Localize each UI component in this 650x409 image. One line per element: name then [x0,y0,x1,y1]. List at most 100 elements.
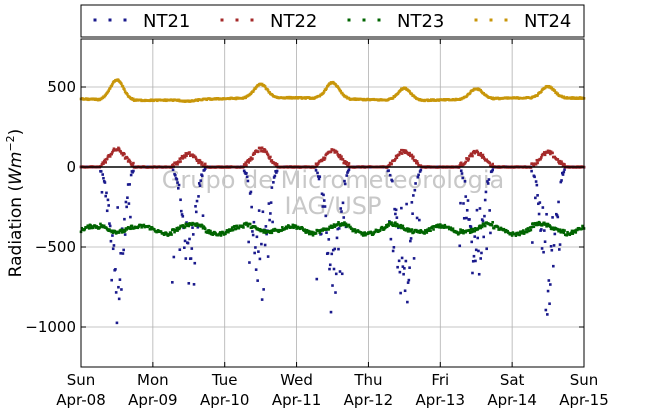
data-point [417,173,420,177]
data-point [540,247,544,250]
data-point [266,89,270,92]
data-point [339,157,343,161]
data-point [350,227,354,231]
watermark-line-2: IAG/USP [284,192,381,220]
data-point [128,183,131,186]
data-point [396,223,399,227]
data-point [538,201,542,204]
data-point [109,239,113,243]
data-point [463,180,467,183]
data-point [257,150,260,153]
data-point [263,229,267,232]
data-point [336,85,340,88]
data-point [180,157,183,160]
data-point [118,278,122,281]
data-point [400,152,404,155]
data-point [361,231,364,235]
data-point [468,228,471,232]
data-point [580,227,584,231]
data-point [340,155,343,158]
data-point [480,251,483,255]
data-point [318,175,322,178]
data-point [349,225,352,229]
data-point [137,225,140,228]
data-point [547,279,551,282]
data-point [545,212,548,216]
data-point [269,231,272,235]
data-point [560,179,563,182]
data-point [108,224,112,228]
data-point [123,90,127,93]
data-point [471,271,474,275]
data-point [188,237,191,241]
legend-marker [235,18,239,22]
data-point [546,313,549,316]
data-point [129,215,132,219]
x-tick-label-day: Thu [353,371,382,389]
data-point [406,300,409,304]
legend-label-nt22: NT22 [270,11,317,32]
data-point [241,224,244,228]
data-point [110,278,113,282]
data-point [322,156,325,160]
data-point [539,157,542,161]
data-point [244,223,247,226]
data-point [180,209,183,213]
data-point [388,163,391,167]
data-point [251,233,255,237]
data-point [531,163,535,166]
data-point [434,225,438,229]
data-point [471,154,474,158]
data-point [531,222,535,225]
data-point [296,227,299,230]
data-point [478,207,482,210]
data-point [425,231,429,234]
data-point [169,231,173,234]
data-point [102,176,105,180]
data-point [575,228,579,232]
data-point [460,172,464,175]
data-point [338,153,342,157]
data-point [393,207,396,211]
data-point [174,162,178,166]
data-point [255,235,259,239]
plot-area [81,39,584,367]
data-point [459,201,462,205]
data-point [400,148,403,152]
data-point [481,222,485,226]
data-point [253,152,256,155]
legend-label-nt23: NT23 [397,11,444,32]
data-point [305,231,308,234]
data-point [557,248,561,251]
data-point [171,281,174,284]
data-point [268,91,271,94]
data-point [218,231,222,234]
data-point [343,179,346,183]
data-point [510,234,514,237]
data-point [104,194,108,198]
data-point [269,201,273,204]
data-point [182,246,186,249]
data-point [556,92,560,96]
data-point [543,151,546,154]
data-point [254,268,258,271]
data-point [413,188,417,192]
data-point [406,281,410,284]
data-point [243,164,247,168]
data-point [178,248,182,251]
data-point [532,164,536,168]
data-point [245,164,248,167]
data-point [347,162,351,165]
data-point [548,302,551,306]
data-point [111,82,114,86]
data-point [132,169,135,173]
legend-label-nt21: NT21 [143,11,190,32]
data-point [550,248,554,252]
data-point [400,256,404,260]
data-point [399,88,402,92]
data-point [248,159,252,162]
data-point [410,228,414,231]
data-point [126,196,129,200]
data-point [292,226,295,230]
data-point [415,216,419,220]
